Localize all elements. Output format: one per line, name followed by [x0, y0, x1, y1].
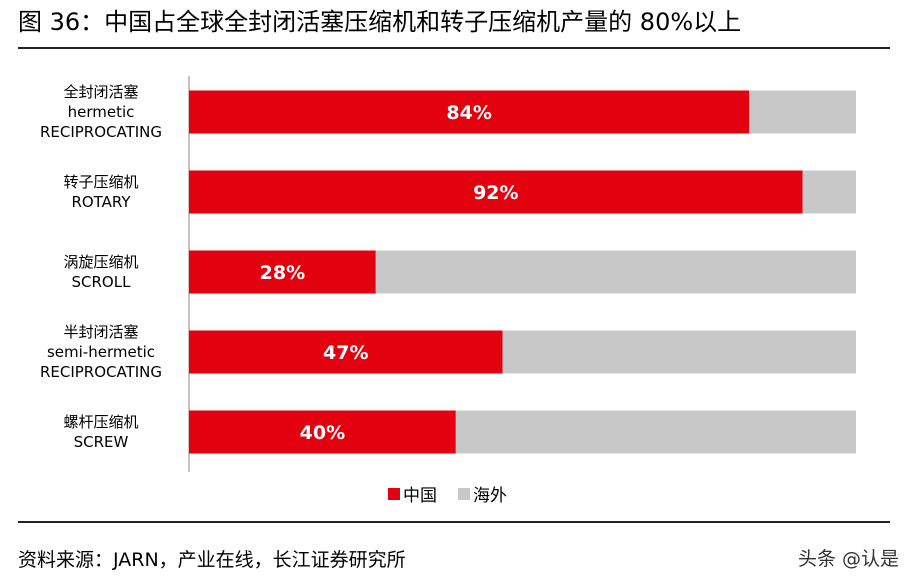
- chart-title: 图 36：中国占全球全封闭活塞压缩机和转子压缩机产量的 80%以上: [18, 8, 742, 36]
- category-label-4-0: 螺杆压缩机: [63, 413, 138, 431]
- category-label-0-1: hermetic: [68, 103, 135, 121]
- category-label-0-0: 全封闭活塞: [63, 83, 138, 101]
- bar-overseas-0: [749, 90, 856, 134]
- category-label-0-2: RECIPROCATING: [40, 123, 162, 141]
- data-label-china-1: 92%: [473, 182, 518, 204]
- title-divider: [18, 47, 890, 49]
- watermark: 头条 @认是: [797, 548, 899, 570]
- data-label-china-3: 47%: [323, 342, 368, 364]
- data-label-china-0: 84%: [446, 102, 491, 124]
- category-label-3-0: 半封闭活塞: [63, 323, 138, 341]
- category-label-3-1: semi-hermetic: [47, 343, 155, 361]
- legend-swatch-1: [458, 488, 470, 500]
- bar-overseas-3: [502, 330, 856, 374]
- category-label-2-0: 涡旋压缩机: [63, 253, 138, 271]
- bar-china-2: [189, 250, 376, 294]
- data-label-china-2: 28%: [260, 262, 305, 284]
- legend: 中国 海外: [388, 486, 507, 506]
- category-label-3-2: RECIPROCATING: [40, 363, 162, 381]
- bar-overseas-1: [802, 170, 856, 214]
- category-labels: 全封闭活塞 hermetic RECIPROCATING 转子压缩机 ROTARY 涡旋压…: [40, 83, 162, 451]
- bar-overseas-4: [455, 410, 856, 454]
- legend-swatch-0: [388, 488, 400, 500]
- bar-china-3: [189, 330, 503, 374]
- bar-china-4: [189, 410, 456, 454]
- bar-china-0: [189, 90, 750, 134]
- category-label-4-1: SCREW: [74, 433, 129, 451]
- bar-china-1: [189, 170, 803, 214]
- legend-label-0: 中国: [403, 486, 437, 506]
- data-label-china-4: 40%: [300, 422, 345, 444]
- category-label-1-1: ROTARY: [71, 193, 131, 211]
- bar-overseas-2: [375, 250, 856, 294]
- footer-divider: [18, 521, 890, 523]
- category-label-2-1: SCROLL: [72, 273, 132, 291]
- legend-label-1: 海外: [473, 486, 507, 506]
- source-note: 资料来源：JARN，产业在线，长江证券研究所: [18, 549, 406, 571]
- bar-group: 84% 92% 28% 47% 40%: [189, 90, 856, 454]
- category-label-1-0: 转子压缩机: [63, 173, 138, 191]
